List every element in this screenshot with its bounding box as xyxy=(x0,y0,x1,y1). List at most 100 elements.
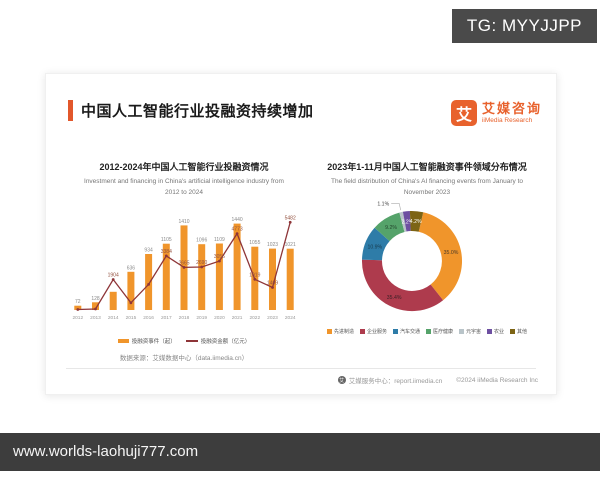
svg-text:2021: 2021 xyxy=(232,315,243,321)
bar-line-chart-panel: 2012-2024年中国人工智能行业投融资情况 Investment and f… xyxy=(60,160,308,362)
svg-text:2014: 2014 xyxy=(108,315,119,321)
svg-text:1055: 1055 xyxy=(249,240,260,246)
svg-text:2019: 2019 xyxy=(196,315,207,321)
iimedia-logo-icon: 艾 xyxy=(450,100,477,126)
legend-label: 先进制造 xyxy=(333,329,354,336)
donut-chart-legend: 先进制造 企业服务 汽车交通 医疗健康 元宇宙 农业 其他 xyxy=(326,328,527,336)
bar-2023 xyxy=(269,248,276,311)
donut-chart-svg: 35.0% 35.4% 10.9% 9.2% 1.1% 2.2%4.2% xyxy=(361,201,463,312)
logo-text: 艾媒咨询 iiMedia Research xyxy=(481,101,542,124)
legend-swatch xyxy=(185,340,198,343)
svg-text:1023: 1023 xyxy=(267,242,278,248)
svg-text:128: 128 xyxy=(91,296,100,302)
bar-line-chart-svg: 72 2012 128 2013 2014 636 2015 934 2016 1105 2017 1… xyxy=(72,215,296,321)
donut-slice-元宇宙 xyxy=(399,211,407,233)
logo-name-en: iiMedia Research xyxy=(481,116,533,124)
charts-row: 2012-2024年中国人工智能行业投融资情况 Investment and f… xyxy=(60,160,546,362)
slide-footer: 艾 艾媒服务中心：report.iimedia.cn ©2024 iiMedia… xyxy=(337,375,538,385)
bar-chart-title: 2012-2024年中国人工智能行业投融资情况 xyxy=(99,162,269,172)
svg-text:2020: 2020 xyxy=(214,315,225,321)
donut-slice-农业 xyxy=(402,211,411,232)
svg-text:2023: 2023 xyxy=(267,315,278,321)
donut-chart-subtitle: The field distribution of China's AI fin… xyxy=(330,178,523,197)
donut-chart-panel: 2023年1-11月中国人工智能融资事件领域分布情况 The field dis… xyxy=(308,160,546,362)
bar-2014 xyxy=(109,291,117,311)
logo-name-zh: 艾媒咨询 xyxy=(481,101,542,117)
bar-2016 xyxy=(145,254,153,311)
svg-text:2.2%: 2.2% xyxy=(402,219,414,225)
tg-watermark-badge: TG: MYYJJPP xyxy=(451,9,597,43)
data-source-note: 数据来源：艾媒数据中心（data.iimedia.cn） xyxy=(119,355,249,363)
legend-label: 其他 xyxy=(517,329,528,336)
svg-text:35.4%: 35.4% xyxy=(387,295,402,301)
svg-text:636: 636 xyxy=(127,265,136,271)
donut-legend-item-企业服务: 企业服务 xyxy=(359,328,387,336)
service-text: 艾媒服务中心：report.iimedia.cn xyxy=(348,378,443,385)
bar-chart-subtitle: Investment and financing in China's arti… xyxy=(84,178,284,197)
donut-legend-item-医疗健康: 医疗健康 xyxy=(425,328,453,336)
legend-label: 企业服务 xyxy=(366,329,387,336)
bar-2015 xyxy=(127,271,135,311)
bar-2019 xyxy=(198,244,206,311)
bottom-url-watermark-bar: www.worlds-laohuji777.com xyxy=(0,433,600,471)
donut-legend-item-其他: 其他 xyxy=(510,328,527,335)
donut-slice-企业服务 xyxy=(361,259,444,312)
bar-chart-legend: 投融资事件（起） 投融资金额（亿元） xyxy=(117,337,251,346)
legend-label: 医疗健康 xyxy=(432,329,453,336)
legend-swatch xyxy=(117,339,129,344)
svg-text:10.9%: 10.9% xyxy=(367,244,382,250)
svg-text:1109: 1109 xyxy=(214,237,225,243)
svg-text:1105: 1105 xyxy=(161,237,172,243)
svg-text:2024: 2024 xyxy=(285,315,296,321)
donut-slice-医疗健康 xyxy=(374,212,405,242)
svg-text:5482: 5482 xyxy=(285,215,296,221)
donut-legend-item-元宇宙: 元宇宙 xyxy=(459,328,481,335)
bottom-url-text: www.worlds-laohuji777.com xyxy=(13,443,199,460)
bar-2012 xyxy=(74,305,82,311)
svg-text:2017: 2017 xyxy=(161,315,172,321)
svg-text:4773: 4773 xyxy=(232,227,243,233)
legend-label: 投融资金额（亿元） xyxy=(200,339,251,346)
svg-text:2016: 2016 xyxy=(143,315,154,321)
svg-text:1904: 1904 xyxy=(108,273,119,279)
svg-text:2015: 2015 xyxy=(126,315,137,321)
svg-text:934: 934 xyxy=(144,248,153,254)
legend-label: 投融资事件（起） xyxy=(131,339,176,346)
legend-swatch xyxy=(487,329,493,335)
bar-2013 xyxy=(92,302,99,311)
svg-text:2690: 2690 xyxy=(196,260,207,266)
svg-text:35.0%: 35.0% xyxy=(444,250,459,256)
donut-legend-item-汽车交通: 汽车交通 xyxy=(392,328,420,336)
svg-text:1021: 1021 xyxy=(285,242,296,248)
legend-label: 农业 xyxy=(494,329,505,336)
legend-label: 汽车交通 xyxy=(399,329,420,336)
svg-text:72: 72 xyxy=(75,299,81,305)
legend-swatch xyxy=(510,329,516,335)
svg-text:2012: 2012 xyxy=(72,315,83,321)
bar-2021 xyxy=(233,223,241,311)
svg-text:2018: 2018 xyxy=(179,315,190,321)
iimedia-logo: 艾 艾媒咨询 iiMedia Research xyxy=(450,100,542,126)
donut-legend-item-农业: 农业 xyxy=(487,328,504,335)
title-wrap: 中国人工智能行业投融资持续增加 xyxy=(68,100,314,121)
legend-swatch xyxy=(392,329,398,335)
slide-header: 中国人工智能行业投融资持续增加 艾 艾媒咨询 iiMedia Research xyxy=(68,100,542,126)
footer-divider xyxy=(66,368,536,369)
legend-swatch xyxy=(425,329,431,335)
svg-text:2013: 2013 xyxy=(90,315,101,321)
donut-legend-item-先进制造: 先进制造 xyxy=(326,328,354,336)
title-accent-bar xyxy=(68,100,73,121)
slide-title: 中国人工智能行业投融资持续增加 xyxy=(81,103,314,120)
svg-text:1096: 1096 xyxy=(196,238,207,244)
donut-slice-其他 xyxy=(409,211,424,232)
svg-text:1919: 1919 xyxy=(249,272,260,278)
svg-text:4.2%: 4.2% xyxy=(410,219,422,225)
svg-text:1409: 1409 xyxy=(267,281,278,287)
legend-swatch xyxy=(326,329,332,335)
legend-swatch xyxy=(459,329,464,335)
iimedia-service-icon: 艾 xyxy=(337,376,346,384)
svg-text:2665: 2665 xyxy=(178,260,189,266)
bar-2020 xyxy=(215,243,223,311)
bar-2024 xyxy=(286,248,294,311)
svg-text:1.1%: 1.1% xyxy=(377,201,389,207)
